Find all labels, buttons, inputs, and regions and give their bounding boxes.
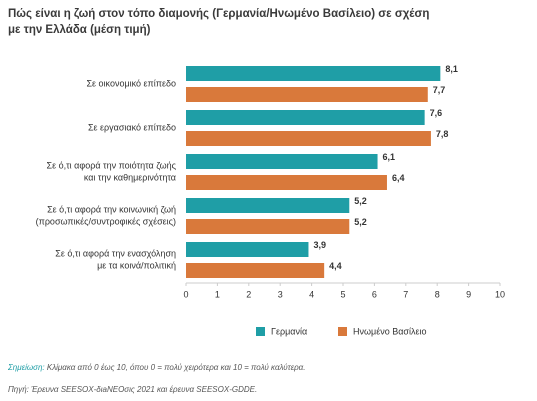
legend-label: Ηνωμένο Βασίλειο [353, 326, 427, 336]
value-label: 7,8 [436, 129, 449, 139]
x-tick-label: 8 [435, 289, 440, 299]
category-label: και την καθημερινότητα [84, 172, 176, 182]
value-label: 4,4 [329, 261, 342, 271]
note: Σημείωση: Κλίμακα από 0 έως 10, όπου 0 =… [7, 363, 305, 372]
value-label: 6,1 [383, 152, 396, 162]
value-label: 6,4 [392, 173, 405, 183]
value-label: 5,2 [354, 196, 367, 206]
x-tick-label: 2 [246, 289, 251, 299]
bar [186, 66, 441, 81]
bar [186, 110, 425, 125]
legend-swatch [256, 327, 265, 336]
chart-title: με την Ελλάδα (μέση τιμή) [8, 24, 151, 36]
value-label: 5,2 [354, 217, 367, 227]
x-tick-label: 1 [215, 289, 220, 299]
category-label: Σε εργασιακό επίπεδο [88, 122, 176, 132]
legend-swatch [338, 327, 347, 336]
category-label: Σε ό,τι αφορά την ποιότητα ζωής [47, 160, 177, 170]
value-label: 7,6 [430, 108, 443, 118]
source: Πηγή: Έρευνα SEESOX-διaNEOσις 2021 και έ… [8, 385, 257, 394]
note-text: Κλίμακα από 0 έως 10, όπου 0 = πολύ χειρ… [47, 363, 306, 372]
chart-title: Πώς είναι η ζωή στον τόπο διαμονής (Γερμ… [8, 8, 429, 20]
bar [186, 131, 431, 146]
value-label: 7,7 [433, 85, 446, 95]
category-label: Σε ό,τι αφορά την ενασχόληση [55, 248, 176, 258]
x-tick-label: 5 [340, 289, 345, 299]
note-label: Σημείωση: [7, 363, 45, 372]
value-label: 3,9 [313, 240, 326, 250]
bar [186, 198, 350, 213]
x-tick-label: 3 [278, 289, 283, 299]
category-label: Σε οικονομικό επίπεδο [86, 78, 176, 88]
bar [186, 154, 378, 169]
x-tick-label: 6 [372, 289, 377, 299]
x-tick-label: 9 [466, 289, 471, 299]
category-label: Σε ό,τι αφορά την κοινωνική ζωή [47, 204, 176, 214]
x-tick-label: 4 [309, 289, 314, 299]
x-tick-label: 7 [403, 289, 408, 299]
bar [186, 263, 325, 278]
category-label: (προσωπικές/συντροφικές σχέσεις) [36, 216, 176, 226]
bar [186, 87, 428, 102]
x-tick-label: 10 [495, 289, 505, 299]
value-label: 8,1 [445, 64, 458, 74]
bar [186, 242, 309, 257]
legend-label: Γερμανία [271, 326, 307, 336]
x-tick-label: 0 [183, 289, 188, 299]
bar [186, 219, 350, 234]
category-label: με τα κοινά/πολιτική [97, 260, 176, 270]
bar [186, 175, 387, 190]
